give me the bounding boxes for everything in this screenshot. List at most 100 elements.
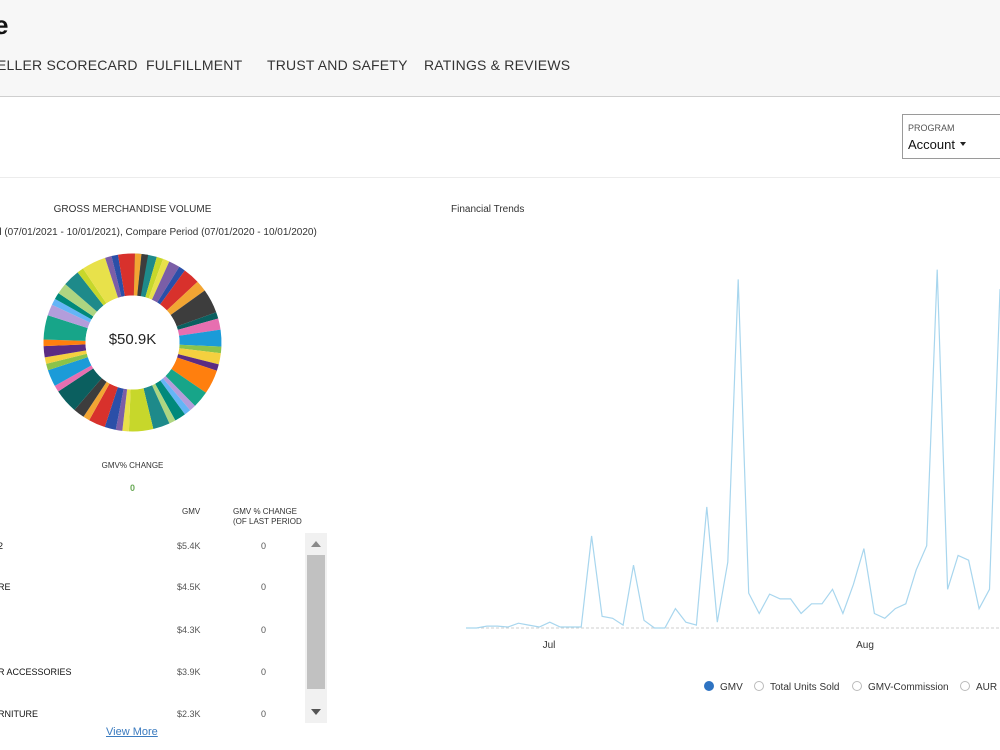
table-row: RNITURE $2.3K 0 <box>0 709 300 723</box>
donut-slice <box>43 339 86 347</box>
donut-slice <box>148 258 170 300</box>
program-selected-value: Account <box>908 137 955 152</box>
donut-slice <box>160 270 198 311</box>
row-category: R ACCESSORIES <box>0 667 72 677</box>
donut-slice <box>83 257 119 304</box>
program-value: Account <box>908 137 966 152</box>
financial-trends-title: Financial Trends <box>451 204 525 215</box>
donut-slice <box>51 298 92 323</box>
donut-slice <box>145 256 164 299</box>
legend-item-total-units-sold[interactable]: Total Units Sold <box>754 681 839 693</box>
donut-slice <box>58 368 102 410</box>
legend-label: Total Units Sold <box>770 682 840 693</box>
row-gmv: $4.5K <box>177 582 201 592</box>
donut-slice <box>133 253 142 296</box>
column-header-gmv-change: GMV % CHANGE (OF LAST PERIOD <box>233 507 302 527</box>
donut-slice <box>178 348 221 365</box>
row-category: 2 <box>0 541 4 551</box>
row-category: RNITURE <box>0 709 38 719</box>
donut-slice <box>151 383 176 424</box>
donut-slice <box>137 253 149 297</box>
donut-slice <box>54 365 94 392</box>
donut-slice <box>155 380 185 421</box>
legend-label: GMV-Commission <box>868 682 949 693</box>
donut-slice <box>179 344 222 354</box>
row-gmv: $5.4K <box>177 541 201 551</box>
tab-seller-scorecard[interactable]: ELLER SCORECARD <box>0 57 138 73</box>
program-label: PROGRAM <box>908 123 955 133</box>
donut-slice <box>122 389 131 432</box>
legend-item-gmv[interactable]: GMV <box>704 681 743 693</box>
donut-slice <box>117 253 135 297</box>
legend-label: GMV <box>720 682 743 693</box>
gmv-change-value: 0 <box>129 483 135 493</box>
row-gmv: $2.3K <box>177 709 201 719</box>
donut-slice <box>157 266 185 305</box>
gmv-donut-chart <box>43 253 222 432</box>
gmv-series-line <box>466 269 1000 629</box>
x-tick-label-jul: Jul <box>543 640 556 651</box>
donut-slice <box>176 312 219 330</box>
financial-trends-chart: Jul Aug <box>466 269 1000 651</box>
donut-slice <box>177 354 219 371</box>
donut-slice <box>162 375 196 411</box>
tab-ratings-reviews[interactable]: RATINGS & REVIEWS <box>424 57 571 73</box>
legend-item-gmv-commission[interactable]: GMV-Commission <box>852 681 949 693</box>
donut-slice <box>165 369 206 406</box>
scroll-down-arrow-icon[interactable] <box>311 709 321 715</box>
table-row: $4.3K 0 <box>0 625 300 639</box>
donut-slice <box>47 304 90 329</box>
donut-slice <box>160 378 191 415</box>
donut-slice <box>128 388 154 432</box>
donut-slice <box>47 357 92 386</box>
donut-slice <box>179 329 222 347</box>
donut-slice <box>58 284 98 317</box>
donut-slice <box>74 378 107 417</box>
table-scrollbar[interactable] <box>305 533 327 723</box>
donut-slice <box>43 315 88 341</box>
filter-bar: PROGRAM Account <box>0 98 1000 178</box>
donut-slice <box>171 357 217 393</box>
donut-slice <box>44 350 87 364</box>
donut-slice <box>43 344 87 358</box>
donut-slice <box>54 293 94 320</box>
radio-dot-icon <box>704 681 714 691</box>
x-tick-label-aug: Aug <box>856 640 874 651</box>
caret-down-icon <box>959 142 966 146</box>
top-header: e ELLER SCORECARD FULFILLMENT TRUST AND … <box>0 0 1000 97</box>
donut-slice <box>77 268 107 306</box>
radio-dot-icon <box>852 681 862 691</box>
table-row: R ACCESSORIES $3.9K 0 <box>0 667 300 681</box>
table-row: RE $4.5K 0 <box>0 582 300 596</box>
legend-item-aur[interactable]: AUR <box>960 681 997 693</box>
donut-slice <box>177 318 221 336</box>
view-more-link[interactable]: View More <box>106 726 158 738</box>
column-header-gmv-change-line2: (OF LAST PERIOD <box>233 517 302 526</box>
gmv-title: GROSS MERCHANDISE VOLUME <box>53 204 212 215</box>
radio-dot-icon <box>754 681 764 691</box>
row-gmv: $4.3K <box>177 625 201 635</box>
donut-slice <box>111 254 125 297</box>
donut-slice <box>170 290 217 327</box>
scroll-thumb[interactable] <box>307 555 325 689</box>
scroll-up-arrow-icon[interactable] <box>311 541 321 547</box>
donut-slice <box>46 353 88 371</box>
row-change: 0 <box>261 667 267 677</box>
donut-hole <box>85 295 180 390</box>
donut-slice <box>166 281 205 316</box>
gmv-change-label: GMV% CHANGE <box>101 461 164 470</box>
row-change: 0 <box>261 625 267 635</box>
tab-trust-and-safety[interactable]: TRUST AND SAFETY <box>267 57 408 73</box>
column-header-gmv-change-line1: GMV % CHANGE <box>233 507 298 516</box>
gmv-period-subtitle: d (07/01/2021 - 10/01/2021), Compare Per… <box>0 227 317 238</box>
donut-slice <box>115 388 128 431</box>
gmv-total-value: $50.9K <box>108 331 157 348</box>
donut-slice <box>89 383 118 428</box>
program-dropdown[interactable]: PROGRAM Account <box>902 114 1000 159</box>
row-change: 0 <box>261 582 267 592</box>
tab-fulfillment[interactable]: FULFILLMENT <box>146 57 243 73</box>
row-category: RE <box>0 582 11 592</box>
column-header-gmv: GMV <box>182 507 201 516</box>
donut-slice <box>104 387 124 430</box>
donut-slice <box>65 272 104 312</box>
